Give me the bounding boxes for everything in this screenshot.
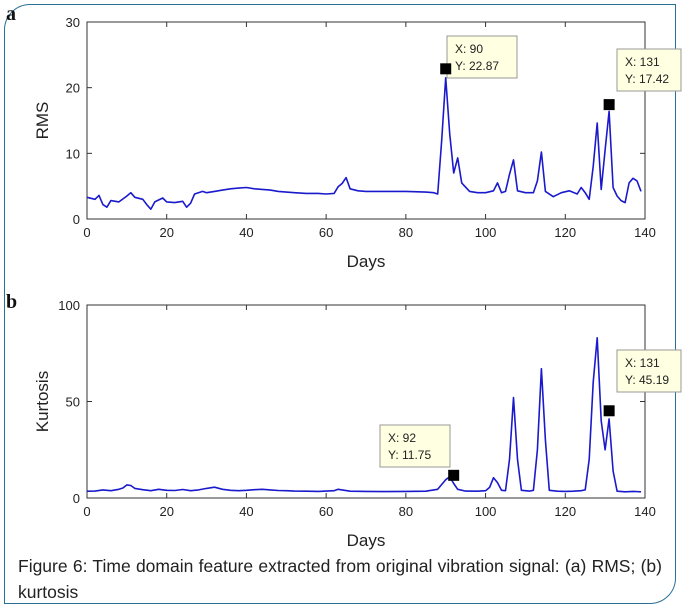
x-tick-label: 100 bbox=[475, 225, 497, 240]
x-tick-label: 0 bbox=[83, 225, 90, 240]
y-tick-label: 20 bbox=[66, 81, 80, 96]
datatip-y-label: Y: 22.87 bbox=[455, 59, 499, 73]
x-tick-label: 40 bbox=[239, 504, 253, 519]
x-tick-label: 120 bbox=[554, 225, 576, 240]
y-tick-label: 0 bbox=[73, 212, 80, 227]
plot-area bbox=[86, 21, 646, 220]
figure-svg: a 0 20 40 60 80 100 120 140 0 10 20 30 Days RMS X: 90 Y:… bbox=[6, 3, 682, 550]
figure-frame bbox=[4, 4, 676, 604]
datatip-marker bbox=[440, 63, 452, 75]
x-tick-label: 20 bbox=[159, 504, 173, 519]
datatip-x-label: X: 92 bbox=[388, 431, 416, 445]
x-axis-label: Days bbox=[347, 531, 386, 550]
x-tick-label: 140 bbox=[634, 504, 656, 519]
datatip-x-label: X: 131 bbox=[625, 55, 660, 69]
plot-area bbox=[86, 304, 646, 499]
datatip-box bbox=[616, 48, 682, 92]
series-line bbox=[86, 77, 642, 210]
datatip-box bbox=[616, 349, 682, 393]
x-tick-label: 0 bbox=[83, 504, 90, 519]
x-tick-label: 20 bbox=[159, 225, 173, 240]
x-tick-label: 80 bbox=[399, 504, 413, 519]
figure-caption: Figure 6: Time domain feature extracted … bbox=[18, 556, 662, 602]
panel-label: b bbox=[6, 291, 17, 313]
datatip-marker bbox=[603, 99, 615, 111]
panel-b: b 0 20 40 60 80 100 120 140 0 50 100 Days Kurtosis X: … bbox=[6, 291, 682, 550]
datatip: X: 90 Y: 22.87 bbox=[440, 35, 518, 79]
datatip: X: 131 Y: 45.19 bbox=[603, 349, 682, 417]
x-tick-label: 140 bbox=[634, 225, 656, 240]
x-tick-label: 120 bbox=[554, 504, 576, 519]
datatip: X: 92 Y: 11.75 bbox=[379, 424, 460, 481]
datatip-marker bbox=[448, 469, 460, 481]
datatip-box bbox=[446, 35, 518, 79]
datatip-marker bbox=[603, 405, 615, 417]
x-tick-label: 80 bbox=[399, 225, 413, 240]
datatip-y-label: Y: 45.19 bbox=[625, 373, 669, 387]
y-tick-label: 30 bbox=[66, 15, 80, 30]
datatip-y-label: Y: 11.75 bbox=[388, 448, 431, 462]
datatip-box bbox=[379, 424, 451, 468]
panel-a: a 0 20 40 60 80 100 120 140 0 10 20 30 Days RMS X: 90 Y:… bbox=[6, 3, 682, 271]
y-tick-label: 50 bbox=[66, 395, 80, 410]
y-tick-label: 100 bbox=[58, 298, 80, 313]
datatip-x-label: X: 131 bbox=[625, 356, 660, 370]
x-tick-label: 60 bbox=[319, 504, 333, 519]
y-tick-label: 10 bbox=[66, 146, 80, 161]
datatip-y-label: Y: 17.42 bbox=[625, 72, 669, 86]
panel-label: a bbox=[6, 3, 16, 25]
y-axis-label: RMS bbox=[33, 102, 52, 140]
x-axis-label: Days bbox=[347, 252, 386, 271]
y-axis-label: Kurtosis bbox=[33, 371, 52, 432]
x-tick-label: 100 bbox=[475, 504, 497, 519]
datatip: X: 131 Y: 17.42 bbox=[603, 48, 682, 111]
x-tick-label: 40 bbox=[239, 225, 253, 240]
y-tick-label: 0 bbox=[73, 491, 80, 506]
x-tick-label: 60 bbox=[319, 225, 333, 240]
series-line bbox=[86, 337, 642, 493]
datatip-x-label: X: 90 bbox=[455, 42, 483, 56]
